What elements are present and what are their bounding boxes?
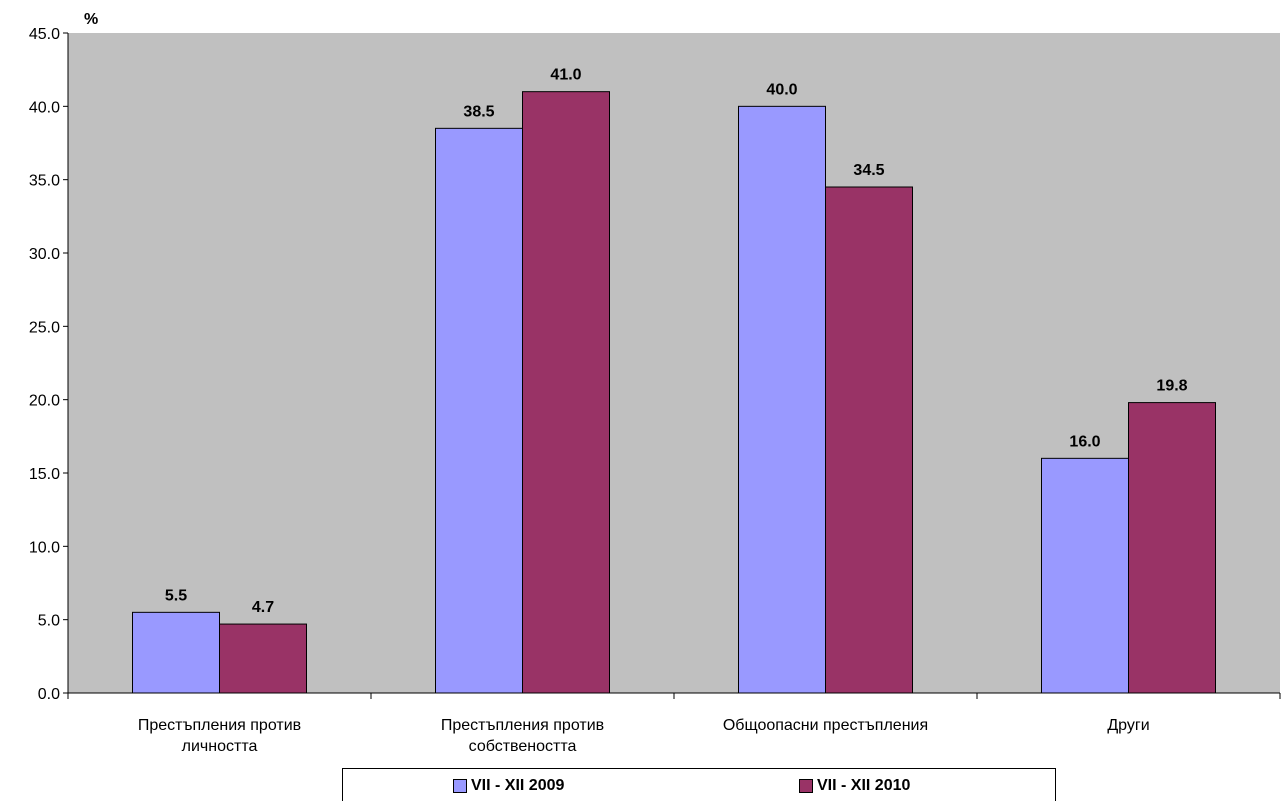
data-label: 4.7 [252,599,274,616]
bars [132,91,1216,694]
x-axis: Престъпления против личносттаПрестъпления… [67,692,1281,755]
category-label-line: Общоопасни престъпления [723,717,928,734]
data-labels: 5.5 4.7 38.5 41.0 40.0 34.5 16.0 19.8 [165,67,1188,616]
category-label-line: Други [1107,717,1149,734]
bar-2009 [1041,457,1129,694]
y-tick-label: 45.0 [29,26,60,43]
y-tick-label: 30.0 [29,246,60,263]
category-label-line: собствеността [469,738,577,755]
y-axis: 0.0 5.0 10.0 15.0 20.0 25.0 30.0 35.0 40.0 45.0 [29,26,69,703]
bar-2010 [825,186,913,694]
category-label-line: Престъпления против [138,717,301,734]
bar-2010 [522,91,610,694]
legend-label-2009: VII - XII 2009 [471,777,565,794]
category-label: Престъпления против собствеността [441,717,604,755]
y-tick-label: 35.0 [29,173,60,190]
bar-chart: 0.0 5.0 10.0 15.0 20.0 25.0 30.0 35.0 40.0 45.0 П… [29,11,1281,755]
legend: VII - XII 2009 VII - XII 2010 [342,768,1056,801]
y-tick-label: 40.0 [29,99,60,116]
data-label: 16.0 [1069,433,1100,450]
legend-label-2010: VII - XII 2010 [817,777,911,794]
y-tick-label: 5.0 [38,613,60,630]
y-tick-label: 20.0 [29,393,60,410]
bar-2010 [219,623,307,694]
data-label: 5.5 [165,587,187,604]
legend-item-2009: VII - XII 2009 [453,777,564,795]
data-label: 40.0 [766,81,797,98]
y-axis-unit: % [84,11,98,28]
category-label: Общоопасни престъпления [723,717,928,734]
data-label: 41.0 [550,67,581,84]
category-label-line: личността [182,738,258,755]
y-tick-label: 25.0 [29,319,60,336]
category-label-line: Престъпления против [441,717,604,734]
data-label: 19.8 [1156,378,1187,395]
y-tick-label: 0.0 [38,686,60,703]
y-tick-label: 15.0 [29,466,60,483]
bar-2010 [1128,402,1216,694]
legend-swatch-2009 [453,779,467,793]
legend-swatch-2010 [799,779,813,793]
legend-item-2010: VII - XII 2010 [799,777,910,795]
category-label: Престъпления против личността [138,717,301,755]
bar-2009 [738,105,826,694]
bar-2009 [435,127,523,694]
y-tick-label: 10.0 [29,539,60,556]
data-label: 34.5 [853,162,884,179]
category-label: Други [1107,717,1149,734]
bar-2009 [132,611,220,694]
data-label: 38.5 [463,103,494,120]
